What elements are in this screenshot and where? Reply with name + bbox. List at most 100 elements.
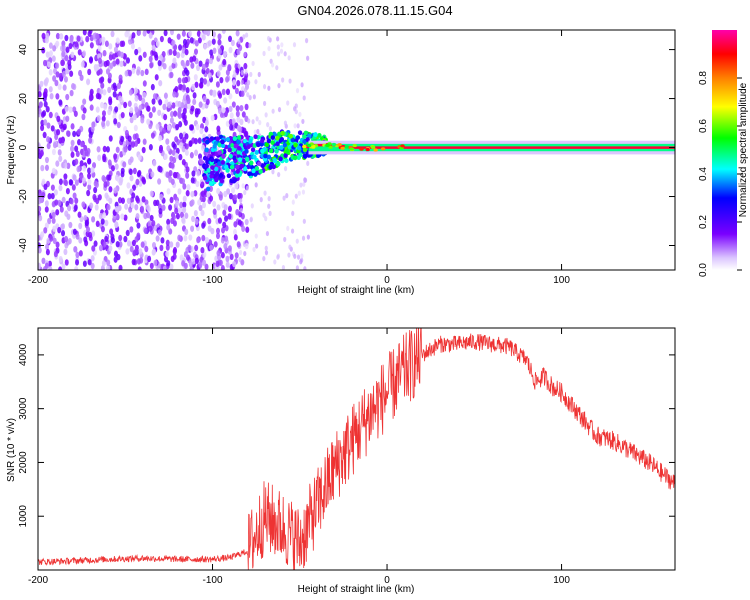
noise-cell bbox=[182, 136, 187, 144]
noise-cell bbox=[61, 223, 66, 230]
noise-cell bbox=[66, 162, 71, 170]
noise-cell bbox=[160, 237, 165, 244]
noise-cell bbox=[142, 30, 147, 37]
ridge-cell bbox=[272, 157, 278, 163]
ridge-cell bbox=[263, 153, 268, 159]
noise-cell bbox=[90, 166, 95, 174]
noise-cell bbox=[189, 152, 194, 159]
noise-cell bbox=[129, 116, 134, 124]
ridge-cell bbox=[284, 158, 289, 164]
noise-cell bbox=[102, 145, 107, 153]
noise-cell bbox=[266, 122, 270, 128]
noise-cell bbox=[163, 30, 168, 37]
snr-frame bbox=[37, 327, 676, 571]
x-tick-label: 0 bbox=[384, 575, 390, 586]
noise-cell bbox=[177, 77, 182, 84]
noise-cell bbox=[70, 123, 75, 130]
noise-cell bbox=[243, 62, 248, 70]
noise-cell bbox=[168, 48, 173, 56]
noise-cell bbox=[116, 253, 121, 261]
noise-cell bbox=[163, 153, 168, 160]
noise-cell bbox=[227, 205, 232, 213]
noise-cell bbox=[227, 213, 232, 220]
noise-cell bbox=[55, 93, 60, 100]
noise-cell bbox=[183, 235, 188, 242]
noise-cell bbox=[166, 188, 171, 195]
noise-cell bbox=[38, 101, 43, 108]
noise-cell bbox=[73, 204, 78, 212]
x-tick-label: 100 bbox=[553, 275, 570, 286]
noise-cell bbox=[131, 141, 136, 148]
ridge-cell bbox=[276, 161, 281, 167]
colorbar-tick-label: 0.2 bbox=[698, 215, 709, 229]
noise-cell bbox=[44, 156, 49, 164]
y-tick-label: -40 bbox=[18, 238, 29, 253]
noise-cell bbox=[276, 36, 280, 42]
noise-cell bbox=[148, 225, 153, 232]
noise-cell bbox=[203, 30, 208, 36]
noise-cell bbox=[193, 74, 198, 81]
ridge-cell bbox=[279, 137, 285, 142]
noise-cell bbox=[42, 110, 47, 117]
noise-cell bbox=[249, 71, 253, 78]
noise-cell bbox=[98, 212, 103, 220]
noise-cell bbox=[65, 130, 70, 137]
noise-cell bbox=[52, 237, 57, 245]
noise-cell bbox=[147, 220, 152, 227]
noise-cell bbox=[277, 106, 282, 113]
noise-cell bbox=[55, 40, 60, 47]
noise-cell bbox=[149, 214, 154, 222]
noise-cell bbox=[251, 60, 255, 67]
noise-cell bbox=[199, 127, 204, 135]
noise-cell bbox=[268, 210, 272, 216]
ridge-cell bbox=[209, 157, 215, 163]
noise-cell bbox=[177, 100, 182, 108]
noise-cell bbox=[262, 100, 267, 107]
noise-cell bbox=[63, 76, 68, 83]
noise-cell bbox=[84, 219, 89, 227]
ridge-cell bbox=[307, 133, 312, 139]
noise-cell bbox=[87, 258, 92, 266]
x-tick-label: -200 bbox=[28, 275, 48, 286]
ridge-cell bbox=[217, 161, 222, 167]
noise-cell bbox=[212, 208, 217, 215]
noise-cell bbox=[91, 245, 96, 252]
noise-cell bbox=[174, 85, 179, 93]
noise-cell bbox=[38, 262, 41, 270]
noise-cell bbox=[82, 98, 87, 105]
noise-cell bbox=[241, 183, 245, 189]
noise-cell bbox=[287, 252, 291, 258]
noise-cell bbox=[141, 196, 146, 203]
noise-cell bbox=[183, 251, 188, 258]
noise-cell bbox=[105, 59, 110, 67]
noise-cell bbox=[175, 241, 180, 248]
noise-cell bbox=[55, 209, 60, 216]
noise-cell bbox=[51, 211, 56, 219]
noise-cell bbox=[56, 128, 61, 136]
noise-cell bbox=[169, 117, 174, 124]
noise-cell bbox=[169, 71, 174, 79]
noise-cell bbox=[58, 99, 63, 106]
noise-cell bbox=[221, 30, 226, 34]
noise-cell bbox=[134, 95, 139, 102]
noise-cell bbox=[165, 138, 170, 145]
noise-cell bbox=[114, 205, 119, 213]
noise-cell bbox=[95, 33, 100, 40]
noise-cell bbox=[169, 30, 174, 36]
noise-cell bbox=[288, 78, 292, 84]
x-tick-label: 0 bbox=[384, 275, 390, 286]
noise-cell bbox=[85, 35, 90, 43]
noise-cell bbox=[52, 225, 57, 232]
snr-series-layer bbox=[38, 328, 675, 570]
noise-cell bbox=[87, 68, 92, 76]
noise-cell bbox=[236, 48, 241, 56]
noise-cell bbox=[267, 203, 271, 209]
noise-cell bbox=[146, 105, 151, 112]
noise-cell bbox=[87, 184, 92, 191]
ridge-cell bbox=[268, 131, 274, 137]
noise-cell bbox=[155, 235, 160, 242]
noise-cell bbox=[78, 69, 83, 77]
noise-cell bbox=[217, 48, 222, 55]
noise-cell bbox=[39, 149, 44, 157]
noise-cell bbox=[280, 42, 284, 48]
